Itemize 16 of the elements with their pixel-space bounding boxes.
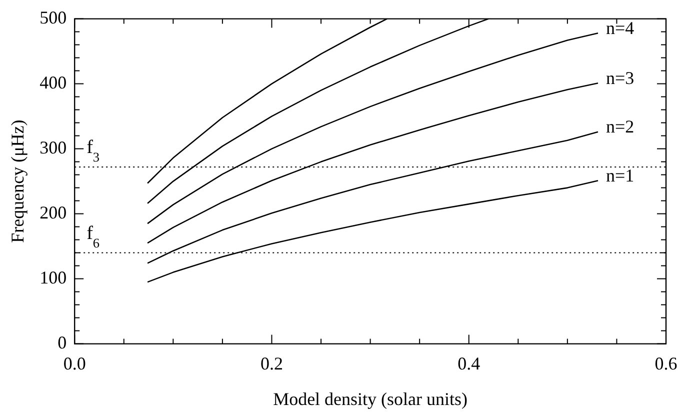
legend-label: n=2 [606,116,634,137]
y-tick-label: 300 [40,138,67,158]
y-tick-label: 400 [40,72,67,93]
legend-label: n=1 [606,165,634,186]
y-tick-label: 200 [40,202,67,223]
y-tick-label: 0 [58,332,67,353]
x-tick-label: 0.2 [260,353,283,374]
legend-label: n=3 [606,68,634,88]
y-tick-label: 100 [40,268,67,288]
x-tick-label: 0.6 [654,353,678,374]
x-tick-label: 0.0 [63,353,86,374]
y-axis-title: Frequency (μHz) [8,120,28,243]
x-tick-label: 0.4 [458,353,480,374]
legend-label: n=4 [606,18,634,38]
x-axis-title: Model density (solar units) [273,388,468,409]
y-tick-label: 500 [40,8,67,28]
